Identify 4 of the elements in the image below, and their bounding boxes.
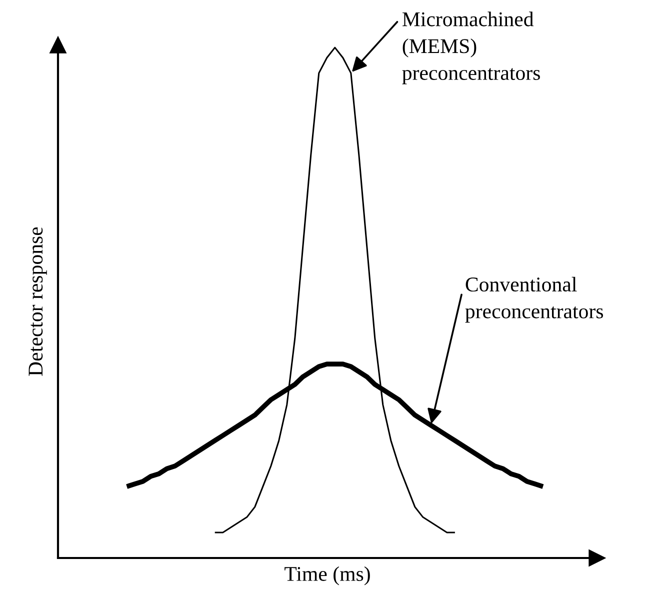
- annotation: Micromachined (MEMS) preconcentrators: [402, 12, 540, 84]
- x-axis-title: Time (ms): [284, 566, 370, 586]
- annotation: Conventional preconcentrators: [465, 276, 604, 323]
- y-axis-title: Detector response: [28, 227, 47, 376]
